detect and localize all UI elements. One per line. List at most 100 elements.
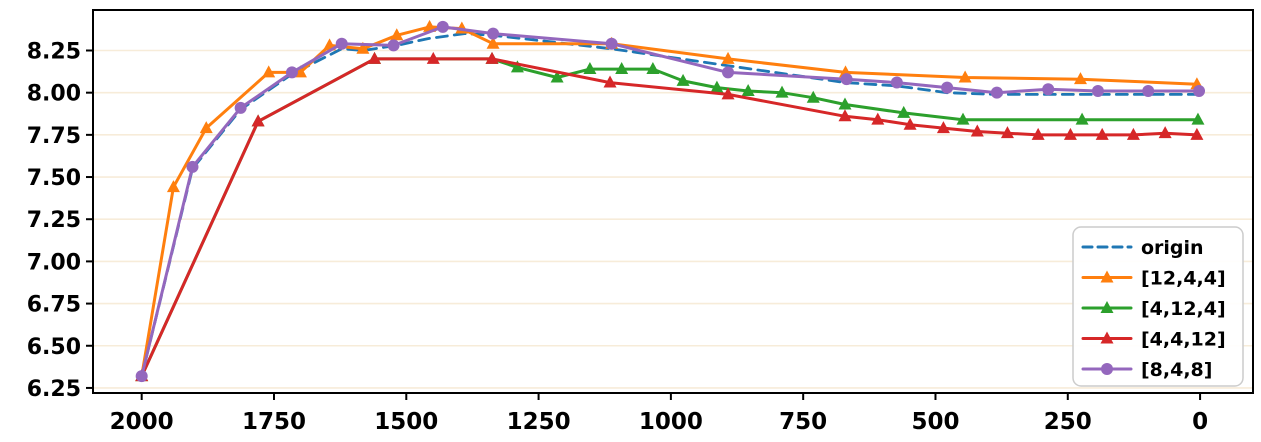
- marker-triangle: [1158, 126, 1172, 139]
- marker-triangle: [838, 97, 852, 110]
- legend-label: [12,4,4]: [1141, 268, 1226, 290]
- marker-triangle: [806, 90, 820, 103]
- marker-triangle: [1063, 127, 1077, 140]
- legend-item-origin: origin: [1081, 237, 1204, 259]
- y-tick-label: 6.50: [27, 335, 81, 360]
- marker-triangle: [1095, 127, 1109, 140]
- marker-triangle: [1190, 127, 1204, 140]
- x-tick-label: 1250: [507, 409, 571, 435]
- legend: origin [12,4,4] [4,12,4] [4,4,12] [8,4,8]: [1072, 226, 1244, 387]
- marker-triangle: [721, 51, 735, 64]
- marker-triangle: [199, 121, 213, 134]
- marker-circle: [1091, 84, 1104, 97]
- series-line: [140, 57, 1199, 378]
- marker-triangle: [1100, 331, 1114, 344]
- y-tick-label: 7.00: [27, 250, 81, 275]
- legend-item-4-12-4: [4,12,4]: [1081, 298, 1226, 320]
- x-tick-label: 2000: [110, 409, 174, 435]
- marker-triangle: [583, 62, 597, 75]
- marker-triangle: [871, 112, 885, 125]
- plot-frame: [92, 9, 1254, 394]
- series-origin: [140, 32, 1202, 378]
- series-markers: [135, 20, 1206, 383]
- series-markers: [135, 51, 1204, 382]
- marker-triangle: [970, 124, 984, 137]
- legend-label: [4,12,4]: [1141, 298, 1226, 320]
- marker-triangle: [1000, 126, 1014, 139]
- marker-triangle: [603, 75, 617, 88]
- marker-circle: [135, 370, 148, 383]
- marker-triangle: [1100, 301, 1114, 313]
- marker-triangle: [356, 41, 370, 54]
- marker-triangle: [390, 28, 404, 41]
- y-tick-label: 7.25: [27, 208, 81, 233]
- y-tick-label: 6.25: [27, 377, 81, 402]
- marker-triangle: [838, 109, 852, 122]
- marker-circle: [285, 66, 298, 79]
- series-line: [140, 32, 1202, 378]
- marker-triangle: [903, 117, 917, 130]
- marker-triangle: [676, 73, 690, 86]
- marker-triangle: [485, 51, 499, 64]
- marker-circle: [234, 101, 247, 114]
- marker-triangle: [958, 70, 972, 83]
- marker-circle: [436, 20, 449, 33]
- legend-label: origin: [1141, 237, 1204, 259]
- legend-label: [8,4,8]: [1141, 359, 1212, 381]
- marker-circle: [335, 37, 348, 50]
- x-tick-label: 500: [911, 409, 959, 435]
- legend-label: [4,4,12]: [1141, 329, 1226, 351]
- marker-triangle: [486, 36, 500, 49]
- marker-triangle: [426, 51, 440, 64]
- y-tick-label: 6.75: [27, 293, 81, 318]
- marker-triangle: [1031, 127, 1045, 140]
- marker-triangle: [956, 112, 970, 125]
- marker-triangle: [1126, 127, 1140, 140]
- marker-circle: [890, 76, 903, 89]
- marker-triangle: [710, 80, 724, 93]
- marker-triangle: [368, 51, 382, 64]
- marker-triangle: [897, 105, 911, 118]
- x-tick-label: 1500: [374, 409, 438, 435]
- marker-triangle: [1191, 112, 1205, 125]
- marker-circle: [722, 66, 735, 79]
- marker-circle: [941, 81, 954, 94]
- marker-circle: [605, 37, 618, 50]
- legend-item-12-4-4: [12,4,4]: [1081, 268, 1226, 290]
- series-8-4-8: [135, 20, 1206, 383]
- marker-triangle: [936, 121, 950, 134]
- marker-circle: [1042, 83, 1055, 96]
- series-4-4-12: [135, 51, 1204, 382]
- legend-item-8-4-8: [8,4,8]: [1081, 359, 1212, 381]
- marker-circle: [186, 160, 199, 173]
- y-tick-label: 7.50: [27, 166, 81, 191]
- marker-triangle: [423, 19, 437, 32]
- y-tick-label: 8.00: [27, 82, 81, 107]
- marker-triangle: [615, 62, 629, 75]
- y-tick-label: 8.25: [27, 39, 81, 64]
- marker-triangle: [1100, 270, 1114, 283]
- y-tick-label: 7.75: [27, 124, 81, 149]
- series-line: [140, 25, 1199, 378]
- legend-box: [1072, 226, 1244, 387]
- marker-triangle: [1075, 112, 1089, 125]
- marker-triangle: [510, 60, 524, 73]
- legend-item-4-4-12: [4,4,12]: [1081, 329, 1226, 351]
- marker-triangle: [741, 83, 755, 96]
- series-line: [140, 57, 1200, 378]
- marker-triangle: [1073, 72, 1087, 85]
- x-tick-label: 250: [1044, 409, 1092, 435]
- x-tick-label: 1750: [242, 409, 306, 435]
- marker-circle: [487, 27, 500, 40]
- marker-triangle: [646, 62, 660, 75]
- x-tick-label: 750: [779, 409, 827, 435]
- marker-circle: [387, 39, 400, 52]
- marker-circle: [1101, 363, 1113, 375]
- marker-triangle: [721, 87, 735, 100]
- marker-triangle: [262, 65, 276, 78]
- series-line: [140, 25, 1201, 378]
- marker-triangle: [775, 85, 789, 98]
- marker-circle: [1142, 84, 1155, 97]
